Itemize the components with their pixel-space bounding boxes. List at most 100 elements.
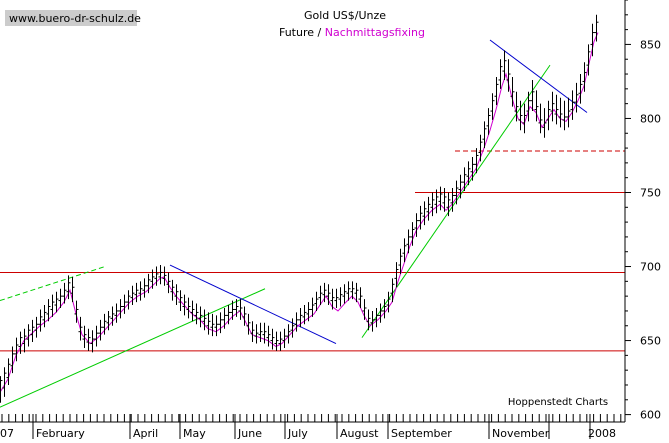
- future-bar: [310, 297, 315, 317]
- future-bar: [490, 93, 495, 120]
- future-bar: [306, 302, 311, 322]
- future-bar: [266, 325, 271, 347]
- x-month-label-august: August: [340, 427, 379, 439]
- chart-subtitle: Future / Nachmittagsfixing: [279, 26, 425, 39]
- future-bar: [446, 192, 451, 217]
- future-bar: [466, 161, 471, 186]
- future-bar: [482, 121, 487, 149]
- year-start-label: 07: [0, 427, 14, 439]
- future-bar: [478, 134, 483, 162]
- future-bar: [390, 278, 395, 303]
- future-bar: [518, 100, 523, 131]
- future-bar: [418, 205, 423, 230]
- future-bar: [250, 321, 255, 343]
- future-bar: [74, 300, 79, 323]
- overlay-lines: [0, 39, 625, 408]
- x-month-label-april: April: [133, 427, 158, 439]
- footer-bg: [505, 392, 611, 410]
- future-bar: [10, 346, 15, 374]
- future-bar: [502, 50, 507, 80]
- future-bar: [442, 188, 447, 212]
- future-bar: [146, 273, 151, 294]
- y-tick-label-800: 800: [640, 112, 661, 125]
- future-bar: [290, 318, 295, 338]
- y-tick-label-750: 750: [640, 186, 661, 199]
- source-label: www.buero-dr-schulz.de: [9, 12, 141, 25]
- future-bar: [454, 180, 459, 205]
- future-bar: [346, 281, 351, 301]
- future-bar: [190, 300, 195, 322]
- future-bar: [278, 331, 283, 351]
- chart-title: Gold US$/Unze: [304, 9, 386, 22]
- future-bar: [330, 288, 335, 310]
- y-tick-label-600: 600: [640, 409, 661, 422]
- future-bar: [298, 307, 303, 328]
- future-bar: [90, 330, 95, 353]
- future-bar: [46, 299, 51, 322]
- future-bar: [462, 167, 467, 192]
- future-bar: [574, 82, 579, 113]
- future-bar: [302, 305, 307, 325]
- future-bar: [118, 299, 123, 319]
- future-bar: [534, 90, 539, 122]
- future-bar: [282, 328, 287, 348]
- x-axis-ticks: February April May June July August September N…: [1, 414, 622, 440]
- future-bar: [98, 319, 103, 341]
- future-bar: [366, 309, 371, 331]
- future-bar: [198, 306, 203, 328]
- future-bar: [18, 331, 23, 354]
- x-month-label-november: November: [492, 427, 550, 439]
- future-bar: [214, 315, 219, 337]
- future-bar: [166, 272, 171, 294]
- future-bar: [458, 174, 463, 199]
- future-bar: [426, 196, 431, 221]
- future-bar: [0, 376, 3, 403]
- future-bar: [14, 337, 19, 362]
- future-bar: [22, 328, 27, 353]
- future-bar: [582, 62, 587, 92]
- future-bar: [82, 325, 87, 348]
- trend-line-down-4: [169, 264, 337, 344]
- future-bar: [394, 262, 399, 288]
- future-bar: [218, 312, 223, 334]
- future-bar: [370, 310, 375, 332]
- future-bar: [262, 322, 267, 344]
- future-bar: [158, 265, 163, 285]
- future-bar: [550, 91, 555, 122]
- series-layer: [0, 14, 599, 403]
- source-label-bg: [5, 10, 137, 26]
- future-bar: [78, 316, 83, 341]
- future-bar: [362, 299, 367, 320]
- future-bar: [562, 100, 567, 131]
- future-bar: [286, 324, 291, 344]
- future-bar: [526, 91, 531, 122]
- future-bar: [110, 306, 115, 326]
- future-bar: [450, 188, 455, 212]
- future-bar: [374, 307, 379, 328]
- x-month-label-september: September: [391, 427, 452, 439]
- future-bar: [506, 59, 511, 92]
- future-bar: [58, 288, 63, 308]
- future-bar: [70, 276, 75, 303]
- trend-line-up-1: [0, 288, 266, 408]
- future-bar: [34, 316, 39, 338]
- future-bar: [350, 281, 355, 300]
- future-bar: [430, 192, 435, 217]
- future-bar: [186, 297, 191, 319]
- future-bar: [38, 309, 43, 332]
- future-bar: [254, 324, 259, 344]
- future-bar: [542, 108, 547, 138]
- future-bar: [50, 294, 55, 317]
- future-bar: [222, 307, 227, 329]
- future-bar: [322, 282, 327, 303]
- future-bar: [6, 358, 11, 385]
- future-bar: [154, 266, 159, 286]
- future-bar: [274, 331, 279, 351]
- future-bar: [586, 44, 591, 76]
- y-tick-label-700: 700: [640, 261, 661, 274]
- future-bar: [294, 312, 299, 332]
- future-bar: [510, 76, 515, 107]
- future-bar: [354, 282, 359, 303]
- y-tick-label-850: 850: [640, 38, 661, 51]
